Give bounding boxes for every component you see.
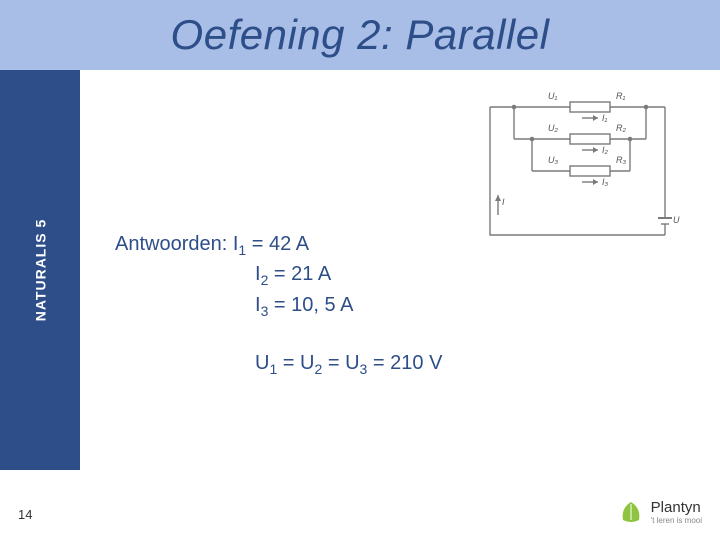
- lbl-u3: U₃: [548, 155, 558, 165]
- lbl-u: U: [673, 215, 680, 225]
- lbl-i1: I₁: [602, 113, 607, 123]
- answers-label: Antwoorden:: [115, 233, 227, 255]
- lbl-i2: I₂: [602, 145, 608, 155]
- lbl-u1: U₁: [548, 91, 557, 101]
- lbl-r3: R₃: [616, 155, 626, 165]
- answer-line-3: I3 = 10, 5 A: [115, 291, 515, 321]
- logo-leaf-icon: [617, 498, 645, 526]
- rest: = 42 A: [246, 233, 309, 255]
- answer-line-u: U1 = U2 = U3 = 210 V: [115, 349, 515, 379]
- answer-line-2: I2 = 21 A: [115, 260, 515, 290]
- lbl-i3: I₃: [602, 177, 608, 187]
- lbl-r1: R₁: [616, 91, 625, 101]
- answer-line-1: Antwoorden: I1 = 42 A: [115, 230, 515, 260]
- lbl-r2: R₂: [616, 123, 626, 133]
- publisher-logo: Plantyn 't leren is mooi: [617, 498, 702, 526]
- rest: = 21 A: [268, 263, 331, 285]
- page-number: 14: [18, 507, 32, 522]
- answers-block: Antwoorden: I1 = 42 A I2 = 21 A I3 = 10,…: [115, 230, 515, 379]
- logo-tagline: 't leren is mooi: [651, 517, 702, 525]
- sidebar-label: NATURALIS 5: [32, 219, 48, 322]
- logo-brand: Plantyn: [651, 500, 702, 515]
- slide-title: Oefening 2: Parallel: [171, 11, 550, 59]
- title-bar: Oefening 2: Parallel: [0, 0, 720, 70]
- lbl-i: I: [502, 197, 505, 207]
- sidebar: NATURALIS 5: [0, 70, 80, 470]
- circuit-diagram: U₁ R₁ I₁ U₂ R₂ I₂ U₃ R₃ I₃ I U: [470, 95, 690, 260]
- rest: = 10, 5 A: [268, 294, 353, 316]
- lbl-u2: U₂: [548, 123, 558, 133]
